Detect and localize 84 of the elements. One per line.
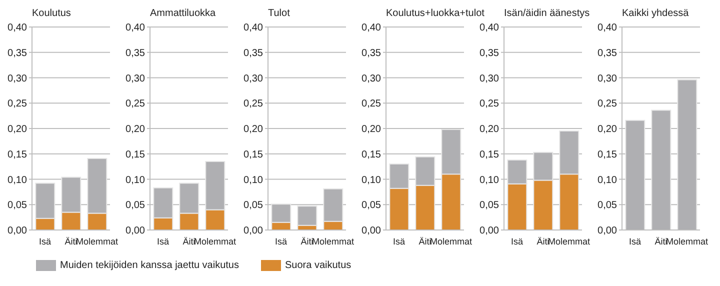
- y-tick-label: 0,00: [8, 226, 28, 237]
- bar: [651, 110, 672, 230]
- x-tick-label: Äiti: [64, 236, 78, 246]
- x-tick-label: Molemmat: [76, 236, 118, 246]
- y-tick-label: 0,20: [480, 124, 500, 136]
- bar: [625, 120, 646, 230]
- y-tick-label: 0,00: [126, 226, 146, 237]
- y-tick-label: 0,40: [598, 22, 618, 34]
- legend-label: Muiden tekijöiden kanssa jaettu vaikutus: [60, 260, 239, 271]
- y-tick-label: 0,05: [362, 200, 382, 212]
- y-tick-label: 0,20: [126, 124, 146, 136]
- y-tick-label: 0,05: [126, 200, 146, 212]
- y-tick-label: 0,05: [480, 200, 500, 212]
- x-tick-label: Molemmat: [430, 236, 472, 246]
- chart-title: Kaikki yhdessä: [621, 7, 690, 21]
- y-tick-label: 0,10: [126, 174, 146, 186]
- bar: [297, 206, 318, 226]
- y-tick-label: 0,15: [244, 149, 264, 160]
- x-tick-label: Isä: [156, 236, 170, 246]
- y-tick-label: 0,25: [244, 98, 264, 110]
- y-tick-label: 0,35: [480, 48, 500, 59]
- x-tick-label: Äiti: [300, 236, 314, 246]
- chart-title: Koulutus: [31, 7, 72, 21]
- y-tick-label: 0,25: [8, 98, 28, 110]
- y-tick-label: 0,10: [598, 174, 618, 186]
- x-tick-label: Molemmat: [312, 236, 354, 246]
- y-tick-label: 0,10: [362, 174, 382, 186]
- y-tick-label: 0,20: [244, 124, 264, 136]
- y-tick-label: 0,30: [8, 73, 28, 84]
- y-tick-label: 0,25: [362, 98, 382, 110]
- y-tick-label: 0,15: [480, 149, 500, 160]
- y-tick-label: 0,40: [244, 22, 264, 34]
- x-tick-label: Äiti: [182, 236, 196, 246]
- y-tick-label: 0,35: [8, 48, 28, 59]
- y-tick-label: 0,15: [598, 149, 618, 160]
- legend-label: Suora vaikutus: [285, 260, 352, 271]
- x-tick-label: Isä: [392, 236, 406, 246]
- x-tick-label: Isä: [628, 236, 642, 246]
- bar: [677, 79, 698, 230]
- y-tick-label: 0,40: [362, 22, 382, 34]
- y-tick-label: 0,05: [244, 200, 264, 212]
- y-tick-label: 0,40: [126, 22, 146, 34]
- x-tick-label: Äiti: [654, 236, 668, 246]
- x-tick-label: Molemmat: [666, 236, 708, 246]
- y-tick-label: 0,25: [480, 98, 500, 110]
- chart-title: Ammattiluokka: [149, 7, 217, 21]
- y-tick-label: 0,15: [362, 149, 382, 160]
- chart-title: Isän/äidin äänestys: [504, 8, 590, 19]
- y-tick-label: 0,35: [244, 48, 264, 59]
- x-tick-label: Isä: [38, 236, 52, 246]
- x-tick-label: Isä: [274, 236, 288, 246]
- y-tick-label: 0,05: [598, 200, 618, 212]
- x-tick-label: Äiti: [536, 236, 550, 246]
- y-tick-label: 0,20: [362, 124, 382, 136]
- y-tick-label: 0,00: [480, 226, 500, 237]
- y-tick-label: 0,35: [362, 48, 382, 59]
- y-tick-label: 0,00: [244, 226, 264, 237]
- y-tick-label: 0,00: [362, 226, 382, 237]
- y-tick-label: 0,10: [244, 174, 264, 186]
- y-tick-label: 0,30: [480, 73, 500, 84]
- y-tick-label: 0,20: [8, 124, 28, 136]
- y-tick-label: 0,30: [598, 73, 618, 84]
- y-tick-label: 0,00: [598, 226, 618, 237]
- y-tick-label: 0,30: [244, 73, 264, 84]
- x-tick-label: Isä: [510, 236, 524, 246]
- y-tick-label: 0,15: [8, 149, 28, 160]
- y-tick-label: 0,20: [598, 124, 618, 136]
- y-tick-label: 0,05: [8, 200, 28, 212]
- chart-title: Koulutus+luokka+tulot: [385, 7, 484, 21]
- y-tick-label: 0,15: [126, 149, 146, 160]
- y-tick-label: 0,30: [126, 73, 146, 84]
- x-tick-label: Molemmat: [548, 236, 590, 246]
- y-tick-label: 0,35: [126, 48, 146, 59]
- y-tick-label: 0,30: [362, 73, 382, 84]
- x-tick-label: Äiti: [418, 236, 432, 246]
- y-tick-label: 0,40: [480, 22, 500, 34]
- y-tick-label: 0,10: [8, 174, 28, 186]
- x-tick-label: Molemmat: [194, 236, 236, 246]
- y-tick-label: 0,25: [598, 98, 618, 110]
- y-tick-label: 0,40: [8, 22, 28, 34]
- y-tick-label: 0,35: [598, 48, 618, 59]
- y-tick-label: 0,25: [126, 98, 146, 110]
- chart-title: Tulot: [267, 7, 291, 21]
- y-tick-label: 0,10: [480, 174, 500, 186]
